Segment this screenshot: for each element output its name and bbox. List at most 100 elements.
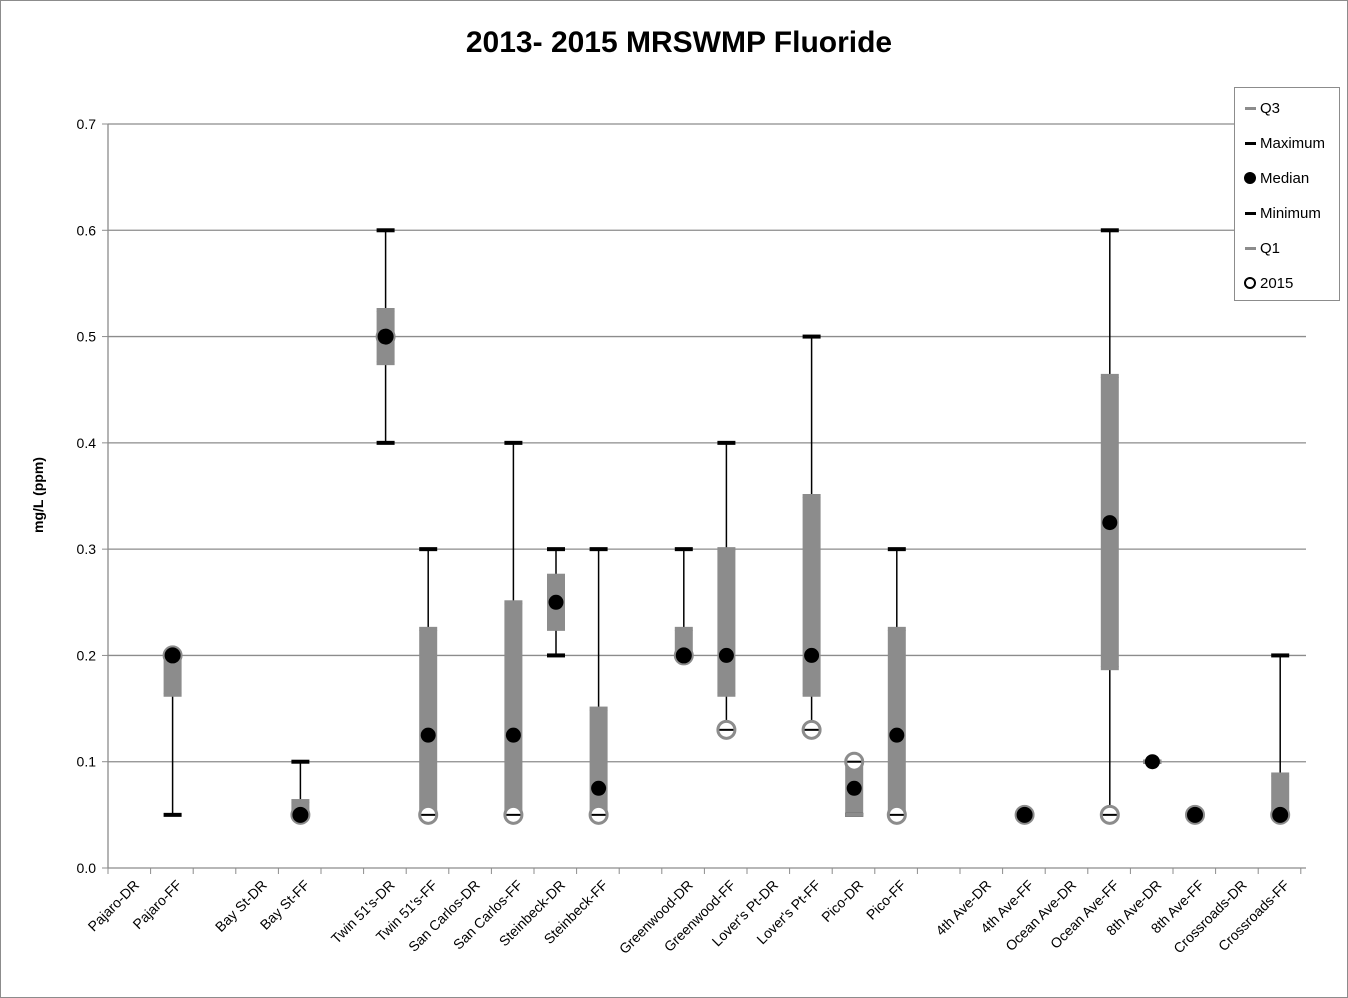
q1-mark: [376, 361, 395, 366]
y-tick-label: 0.7: [77, 116, 97, 132]
box-plot-8th-ave-dr: [1143, 754, 1162, 770]
legend-maximum-swatch: [1243, 136, 1257, 150]
q3-mark: [1100, 373, 1119, 378]
q1-mark: [802, 692, 821, 697]
q3-mark: [1271, 772, 1290, 777]
median-dot: [804, 647, 820, 663]
maximum-cap: [589, 547, 608, 552]
maximum-cap: [376, 228, 395, 233]
q1-mark: [717, 692, 736, 697]
minimum-cap: [376, 440, 395, 445]
median-dot: [1016, 806, 1033, 823]
maximum-cap: [547, 547, 565, 552]
box-plot-pajaro-ff: [162, 645, 183, 817]
y-tick-label: 0.1: [77, 754, 97, 770]
box-plot-twin-51-s-dr: [375, 228, 396, 445]
minimum-cap: [547, 653, 565, 658]
box-plot-lover-s-pt-ff: [801, 334, 822, 740]
box-plot-steinbeck-dr: [547, 547, 565, 658]
maximum-cap: [717, 440, 736, 445]
box-plot-san-carlos-ff: [503, 440, 524, 825]
q3-mark: [802, 494, 821, 498]
maximum-cap: [674, 547, 693, 552]
median-dot: [675, 647, 692, 664]
iqr-box: [419, 628, 438, 815]
legend-minimum-label: Minimum: [1260, 204, 1321, 222]
q3-mark: [291, 799, 310, 804]
x-tick-label: Pico-DR: [818, 877, 866, 925]
maximum-cap: [1100, 228, 1119, 233]
legend-maximum-label: Maximum: [1260, 134, 1326, 152]
q3-mark: [504, 600, 523, 605]
y-tick-label: 0.2: [77, 647, 97, 663]
median-dot: [292, 806, 309, 823]
maximum-cap: [887, 547, 906, 552]
legend-item-q1: Q1: [1243, 238, 1280, 258]
median-dot: [164, 647, 181, 664]
iqr-box: [887, 628, 906, 815]
median-dot: [505, 727, 521, 743]
maximum-cap: [802, 334, 821, 339]
minimum-cap: [163, 812, 182, 817]
q3-mark: [547, 573, 565, 578]
x-tick-label: Pico-FF: [863, 877, 909, 923]
legend-item-maximum: Maximum: [1243, 133, 1325, 153]
box-plot-8th-ave-ff: [1185, 804, 1205, 825]
legend-median-label: Median: [1260, 169, 1310, 187]
iqr-box: [163, 655, 182, 695]
q3-mark: [589, 706, 608, 711]
q1-mark: [1100, 666, 1119, 671]
y-tick-label: 0.3: [77, 541, 97, 557]
legend-2015-label: 2015: [1260, 274, 1294, 292]
legend-item-q3: Q3: [1243, 98, 1280, 118]
median-dot: [1102, 515, 1118, 531]
q3-mark: [419, 626, 438, 631]
median-dot: [591, 780, 607, 796]
maximum-cap: [504, 440, 523, 445]
chart-legend: Q3 Maximum Median Minimum Q1 2015: [1234, 87, 1340, 301]
maximum-cap: [1271, 653, 1290, 658]
iqr-box: [717, 549, 736, 695]
box-plot-steinbeck-ff: [588, 547, 609, 825]
legend-item-minimum: Minimum: [1243, 203, 1321, 223]
box-plot-crossroads-ff: [1270, 653, 1291, 825]
median-dot: [846, 780, 862, 796]
iqr-box: [589, 708, 608, 815]
legend-q3-label: Q3: [1260, 99, 1281, 117]
median-dot: [377, 328, 394, 345]
legend-q3-swatch: [1243, 101, 1257, 115]
iqr-box: [802, 496, 821, 695]
legend-2015-swatch: [1243, 276, 1257, 290]
q3-mark: [376, 308, 395, 312]
box-plot-greenwood-ff: [716, 440, 737, 740]
maximum-cap: [419, 547, 438, 552]
median-dot: [548, 594, 564, 610]
legend-q1-swatch: [1243, 241, 1257, 255]
legend-item-2015: 2015: [1243, 273, 1293, 293]
median-dot: [718, 647, 734, 663]
q3-mark: [717, 547, 736, 552]
iqr-box: [1271, 774, 1290, 815]
median-dot: [420, 727, 436, 743]
box-plot-greenwood-dr: [673, 547, 694, 666]
iqr-box: [504, 602, 523, 815]
q1-mark: [163, 692, 182, 697]
legend-q1-label: Q1: [1260, 239, 1281, 257]
box-plot-pico-ff: [886, 547, 907, 825]
q3-mark: [674, 626, 693, 631]
y-tick-label: 0.5: [77, 329, 97, 345]
box-plot-twin-51-s-ff: [418, 547, 439, 825]
x-tick-label: Greenwood-DR: [616, 877, 696, 957]
median-dot: [1144, 754, 1160, 770]
median-dot: [1272, 806, 1289, 823]
legend-item-median: Median: [1243, 168, 1309, 188]
y-tick-label: 0.6: [77, 222, 97, 238]
box-plot-ocean-ave-ff: [1099, 228, 1120, 825]
legend-minimum-swatch: [1243, 206, 1257, 220]
box-plot-bay-st-ff: [290, 759, 311, 825]
maximum-cap: [291, 759, 310, 764]
box-plot-pico-dr: [844, 751, 865, 817]
q1-mark: [547, 626, 565, 631]
median-dot: [1187, 806, 1203, 823]
